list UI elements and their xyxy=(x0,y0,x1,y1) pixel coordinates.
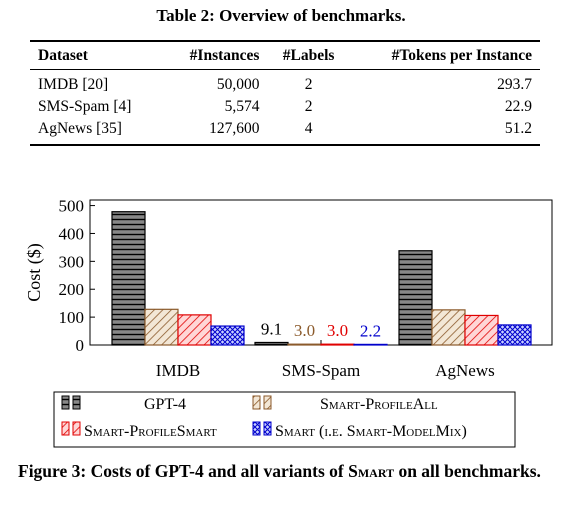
cell-labels: 2 xyxy=(304,76,313,93)
y-tick-label: 200 xyxy=(59,280,85,299)
figure-caption-suffix: on all benchmarks. xyxy=(394,461,541,481)
legend-swatch xyxy=(252,421,261,436)
bar xyxy=(111,211,146,346)
cell-tokens: 22.9 xyxy=(504,98,532,115)
cell-labels: 2 xyxy=(304,98,313,115)
table-row: SMS-Spam [4] 5,574 2 22.9 xyxy=(30,96,540,118)
y-tick-label: 500 xyxy=(59,197,85,216)
bar xyxy=(320,343,355,346)
bar xyxy=(398,250,433,346)
y-tick-label: 0 xyxy=(76,336,85,355)
x-tick-label: IMDB xyxy=(156,361,200,380)
header-tokens: #Tokens per Instance xyxy=(349,40,540,70)
value-label: 3.0 xyxy=(327,321,348,340)
figure-caption-prefix: Figure 3: Costs of GPT-4 and all variant… xyxy=(18,461,349,481)
bar xyxy=(431,309,466,346)
bar xyxy=(497,324,532,346)
legend-label: Smart (i.e. Smart-ModelMix) xyxy=(275,423,467,440)
table-row: AgNews [35] 127,600 4 51.2 xyxy=(30,118,540,146)
legend-swatch xyxy=(252,395,261,410)
bar xyxy=(353,343,388,346)
table-caption: Table 2: Overview of benchmarks. xyxy=(156,6,406,25)
cell-tokens: 51.2 xyxy=(349,118,540,146)
cell-labels: 4 xyxy=(267,118,350,146)
cell-tokens: 293.7 xyxy=(497,76,532,93)
table-row: IMDB [20] 50,000 2 293.7 xyxy=(30,70,540,97)
y-tick-label: 100 xyxy=(59,308,85,327)
value-label: 2.2 xyxy=(360,321,381,340)
cell-instances: 5,574 xyxy=(224,98,260,115)
y-tick-label: 300 xyxy=(59,252,85,271)
bar xyxy=(177,314,212,346)
x-tick-label: AgNews xyxy=(435,361,495,380)
legend-swatch xyxy=(72,421,81,436)
cell-dataset: AgNews [35] xyxy=(30,118,164,146)
figure-caption-smart: Smart xyxy=(348,461,395,481)
x-tick-label: SMS-Spam xyxy=(282,361,360,380)
y-tick-label: 400 xyxy=(59,224,85,243)
table-header-row: Dataset #Instances #Labels #Tokens per I… xyxy=(30,40,540,70)
header-labels: #Labels xyxy=(267,40,350,70)
header-instances: #Instances xyxy=(163,40,268,70)
cell-dataset: IMDB [20] xyxy=(38,76,109,93)
legend-swatch xyxy=(72,395,81,410)
legend-label: GPT-4 xyxy=(144,396,186,413)
cost-bar-chart: 0 100 200 300 400 500 Cost ($) IMDB SMS-Spam AgNe… xyxy=(24,197,553,448)
bar xyxy=(464,314,499,346)
cell-dataset: SMS-Spam [4] xyxy=(38,98,132,115)
figure-caption: Figure 3: Costs of GPT-4 and all variant… xyxy=(18,460,558,483)
bar xyxy=(287,343,322,346)
legend-box xyxy=(53,391,516,448)
cell-instances: 50,000 xyxy=(216,76,260,93)
header-dataset: Dataset xyxy=(30,40,164,70)
legend-swatch xyxy=(61,421,70,436)
value-label: 3.0 xyxy=(294,321,315,340)
bar xyxy=(144,308,179,346)
legend-label: Smart-ProfileSmart xyxy=(84,423,217,440)
cell-instances: 127,600 xyxy=(163,118,268,146)
benchmark-table: Dataset #Instances #Labels #Tokens per I… xyxy=(30,40,540,146)
legend-swatch xyxy=(263,395,272,410)
bar xyxy=(254,341,289,346)
bar xyxy=(210,325,245,346)
legend-swatch xyxy=(263,421,272,436)
legend-label: Smart-ProfileAll xyxy=(320,396,438,413)
y-axis-label: Cost ($) xyxy=(24,243,45,302)
value-label: 9.1 xyxy=(261,319,282,338)
legend-swatch xyxy=(61,395,70,410)
